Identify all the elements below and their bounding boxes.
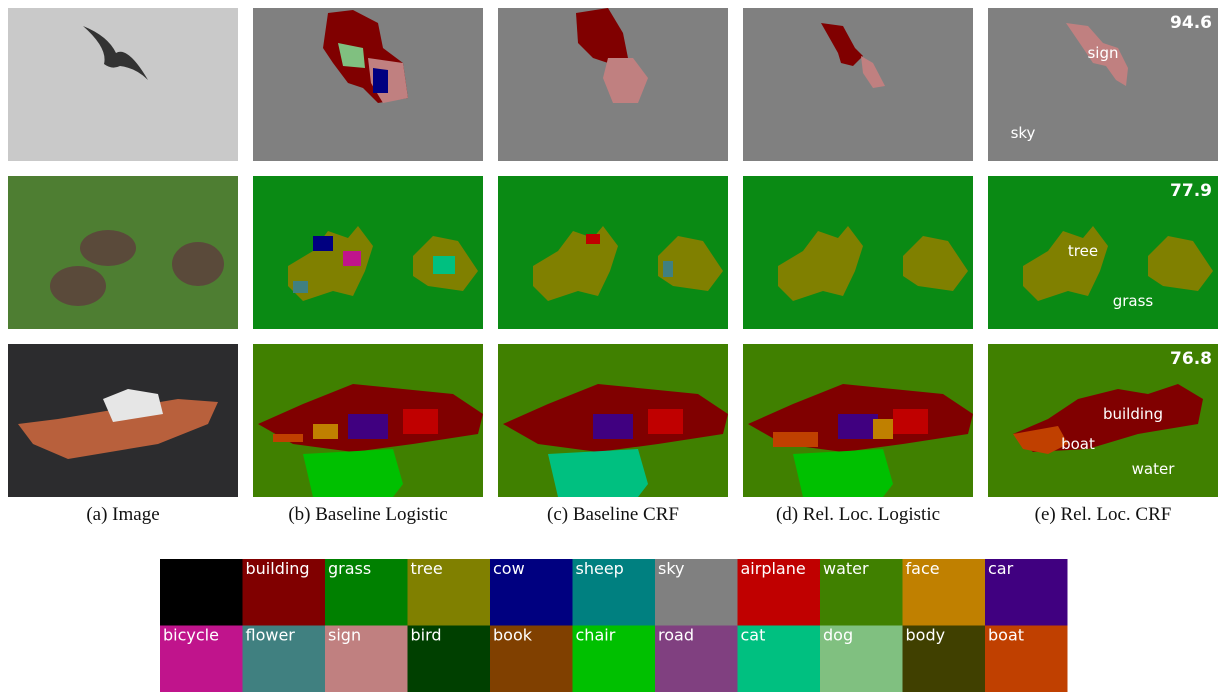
seg-blob (893, 409, 928, 434)
panel (253, 344, 483, 497)
seg-blob (343, 251, 361, 266)
legend-label: flower (246, 626, 296, 645)
column-caption: (e) Rel. Loc. CRF (1035, 504, 1172, 525)
seg-blob (586, 234, 600, 244)
seg-blob (648, 409, 683, 434)
legend-label: book (493, 626, 533, 645)
panel (8, 176, 238, 329)
photo-bg (8, 8, 238, 161)
legend-label: cat (741, 626, 766, 645)
score: 94.6 (1170, 13, 1212, 33)
score: 76.8 (1170, 349, 1212, 369)
legend-label: boat (988, 626, 1024, 645)
region-label: sky (1011, 124, 1036, 142)
score: 77.9 (1170, 181, 1212, 201)
seg-blob (838, 414, 878, 439)
legend-label: bird (411, 626, 442, 645)
legend-label: grass (328, 559, 371, 578)
legend-label: road (658, 626, 694, 645)
panel: 94.6 sign sky (988, 8, 1218, 161)
seg-blob (593, 414, 633, 439)
legend-label: sheep (576, 559, 624, 578)
duck-shape (50, 266, 106, 306)
legend-swatch (160, 559, 243, 626)
panel (8, 8, 238, 161)
seg-blob (433, 256, 455, 274)
seg-blob (873, 419, 893, 439)
column-caption: (d) Rel. Loc. Logistic (776, 504, 940, 525)
legend-label: cow (493, 559, 525, 578)
figure: 94.6 sign sky 77.9 tree grass 76.8 building boat… (0, 0, 1222, 693)
panel (743, 8, 973, 161)
legend-label: bicycle (163, 626, 219, 645)
column-caption: (c) Baseline CRF (547, 504, 679, 525)
duck-shape (80, 230, 136, 266)
column-caption: (b) Baseline Logistic (288, 504, 447, 525)
legend-label: dog (823, 626, 853, 645)
legend-label: chair (576, 626, 616, 645)
seg-blob (303, 449, 403, 497)
duck-shape (172, 242, 224, 286)
seg-blob (373, 68, 388, 93)
panel (8, 344, 238, 497)
legend-label: airplane (741, 559, 806, 578)
region-label: building (1103, 405, 1163, 423)
seg-blob (273, 434, 303, 442)
seg-blob (548, 449, 648, 497)
panel: 76.8 building boat water (988, 344, 1218, 497)
region-label: grass (1113, 292, 1154, 310)
panel (498, 176, 728, 329)
legend-label: building (246, 559, 310, 578)
region-label: tree (1068, 242, 1098, 260)
region-label: sign (1087, 44, 1118, 62)
seg-blob (403, 409, 438, 434)
legend-label: tree (411, 559, 443, 578)
seg-blob (348, 414, 388, 439)
seg-blob (313, 236, 333, 251)
legend-label: face (906, 559, 940, 578)
seg-blob (293, 281, 308, 293)
seg-blob (313, 424, 338, 439)
panel: 77.9 tree grass (988, 176, 1218, 329)
seg-blob (663, 261, 673, 277)
region-label: water (1132, 460, 1176, 478)
panel (743, 344, 973, 497)
legend-label: body (906, 626, 946, 645)
panel (743, 176, 973, 329)
legend-label: sign (328, 626, 361, 645)
legend-label: sky (658, 559, 685, 578)
column-caption: (a) Image (86, 504, 159, 525)
legend-label: car (988, 559, 1014, 578)
region-label: boat (1061, 435, 1095, 453)
seg-bg (743, 8, 973, 161)
panel (498, 344, 728, 497)
seg-blob (793, 449, 893, 497)
panel (253, 8, 483, 161)
legend-label: water (823, 559, 869, 578)
panel (253, 176, 483, 329)
seg-blob (773, 432, 818, 447)
panel (498, 8, 728, 161)
